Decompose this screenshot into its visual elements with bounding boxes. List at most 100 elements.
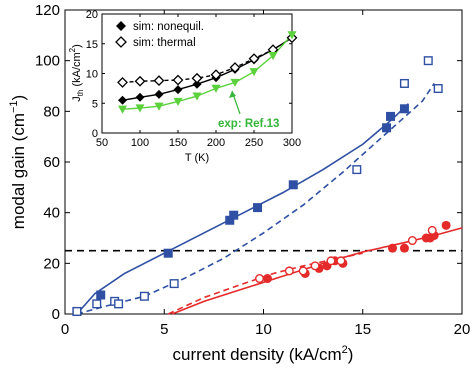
main-series-3-point [326,256,336,266]
inset-y-tick-label: 10 [86,69,98,81]
main-series-0-point [225,215,235,225]
inset-series-2-point [173,97,183,106]
inset-series-2-line [122,34,293,110]
inset-y-axis-title: Jth (kA/cm2) [68,44,85,102]
inset-series-2-point [192,92,202,101]
annotation-arrow-head [229,91,236,98]
main-series-layer [65,56,463,316]
main-series-2-point [388,243,398,253]
inset-x-tick-label: 100 [131,137,149,149]
main-series-4-line [76,103,409,315]
main-series-3-point [336,256,346,266]
main-y-tick-label: 60 [43,154,60,171]
inset-series-2-point [287,31,297,40]
inset-series-1-point [210,69,222,81]
main-series-3-point [284,266,294,276]
inset-y-tick-label: 0 [92,128,98,140]
main-series-3-point [407,236,417,246]
main-series-2-point [441,220,451,230]
inset-series-2-point [154,102,164,111]
main-y-tick-label: 0 [52,306,60,323]
main-series-0-point [399,104,409,114]
inset-series-1-point [134,75,146,87]
inset-series-1-point [191,72,203,84]
main-series-2-point [399,243,409,253]
inset-x-tick-label: 300 [283,137,301,149]
inset-x-tick-label: 250 [245,137,263,149]
main-series-1-point [433,84,443,94]
inset-series-2-point [135,104,145,113]
main-series-0-point [96,290,106,300]
legend-label-nonequil: sim: nonequil. [133,21,204,33]
inset-series-0-point [135,92,145,102]
inset-background [70,14,295,159]
inset-x-ticks: 50 100 150 200 250 300 [96,14,301,149]
inset-series-2-point [230,78,240,87]
legend-label-thermal: sim: thermal [133,37,196,49]
inset-series-1-point [248,53,260,65]
inset-series-1-line [122,37,293,84]
main-series-1-point [352,165,362,175]
main-y-axis-title: modal gain (cm−1) [8,95,28,229]
main-series-0-point [253,203,263,213]
main-series-3-point [427,225,437,235]
inset-series-0-point [173,85,183,95]
inset-y-ticks: 0 5 10 15 20 [86,9,292,140]
main-y-tick-label: 40 [43,205,60,222]
main-x-tick-label: 20 [454,321,471,338]
inset-y-tick-label: 20 [86,9,98,21]
inset-series-0-point [192,79,202,89]
inset-series-layer [117,31,298,114]
main-series-0-point [386,111,396,121]
inset-series-1-point [117,77,128,88]
inset-y-tick-label: 5 [92,98,98,110]
main-series-0-point [163,248,173,258]
main-series-2-point [262,274,272,284]
main-x-axis-title: current density (kA/cm2) [173,344,354,364]
main-series-0-point [382,123,392,133]
main-series-0-point [229,210,239,220]
main-series-3-point [310,261,320,271]
inset-series-0-point [154,89,164,99]
legend-marker-open-diamond [115,36,127,48]
main-x-ticks: 0 5 10 15 20 [61,10,471,338]
main-y-tick-label: 20 [43,255,60,272]
inset-y-tick-label: 15 [86,39,98,51]
annotation-exp-ref: exp: Ref.13 [218,118,279,130]
main-series-1-point [169,279,179,289]
main-series-1-point [72,306,82,316]
inset-x-tick-label: 50 [96,137,108,149]
main-y-tick-label: 120 [35,2,60,19]
inset-series-2-point [268,52,278,61]
main-series-1-point [139,291,149,301]
main-series-1-point [92,299,102,309]
inset-series-1-point [172,74,184,86]
inset-series-0-line [122,37,293,101]
main-y-tick-label: 100 [35,53,60,70]
inset-series-2-point [118,105,128,114]
inset-legend: sim: nonequil. sim: thermal [115,21,204,49]
inset-x-axis-title: T (K) [185,152,209,164]
main-series-0-point [288,180,298,190]
inset-series-2-point [211,84,221,93]
main-series-1-point [423,56,433,66]
main-series-3-point [255,274,265,284]
inset-x-tick-label: 150 [169,137,187,149]
main-series-3-point [298,266,308,276]
inset-series-1-point [153,75,165,87]
main-y-tick-label: 80 [43,103,60,120]
main-series-1-point [399,78,409,88]
legend-marker-filled-diamond [116,21,126,31]
main-series-1-point [114,299,124,309]
main-x-tick-label: 5 [160,321,168,338]
inset-x-tick-label: 200 [207,137,225,149]
main-x-tick-label: 0 [61,321,69,338]
main-x-tick-label: 10 [255,321,272,338]
main-series-5-line [76,83,435,315]
main-x-tick-label: 15 [354,321,371,338]
inset-series-1-point [229,62,241,73]
inset-series-2-point [249,68,259,77]
inset-series-0-point [118,95,128,105]
